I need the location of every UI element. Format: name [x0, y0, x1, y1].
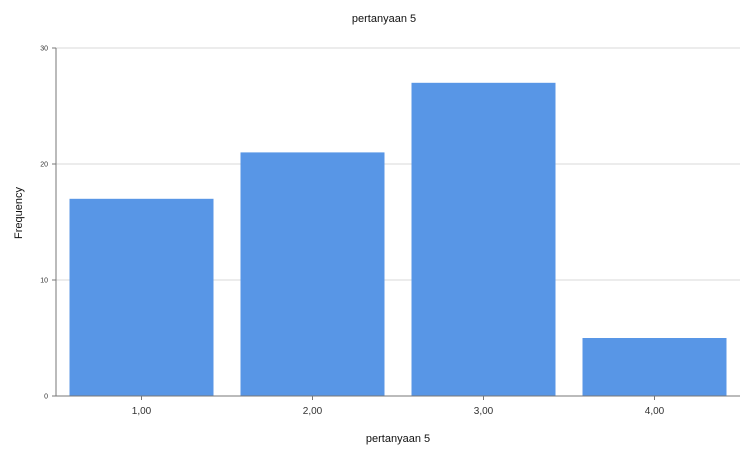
bar: [582, 338, 727, 396]
x-tick-label: 3,00: [474, 406, 494, 417]
y-tick-label: 20: [40, 162, 48, 169]
bar: [240, 152, 385, 396]
bar: [69, 198, 214, 396]
y-tick-label: 0: [44, 394, 48, 401]
chart-title: pertanyaan 5: [352, 13, 416, 25]
y-tick-label: 30: [40, 46, 48, 53]
labels-layer: 0 10 20 30 1,00 2,00 3,00 4,00: [40, 46, 664, 418]
x-tick-label: 4,00: [645, 406, 665, 417]
x-axis-title: pertanyaan 5: [366, 433, 430, 445]
bars-layer: [69, 82, 727, 397]
bar: [411, 82, 556, 397]
y-axis-title: Frequency: [13, 187, 25, 239]
x-tick-label: 1,00: [132, 406, 152, 417]
y-tick-label: 10: [40, 278, 48, 285]
x-tick-label: 2,00: [303, 406, 323, 417]
axis-layer: [52, 47, 740, 400]
